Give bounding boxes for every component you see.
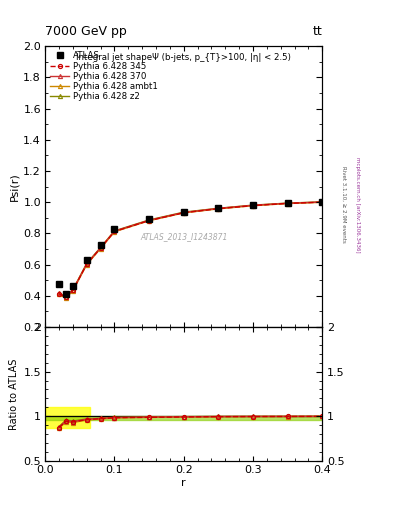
- Pythia 6.428 345: [98, 245, 103, 251]
- Pythia 6.428 z2: [112, 228, 117, 234]
- Pythia 6.428 z2: [182, 209, 186, 215]
- Pythia 6.428 370: [64, 294, 68, 300]
- Pythia 6.428 345: [84, 261, 89, 267]
- ATLAS: [71, 283, 75, 289]
- Text: ATLAS_2013_I1243871: ATLAS_2013_I1243871: [140, 232, 228, 242]
- Pythia 6.428 370: [112, 228, 117, 234]
- Text: mcplots.cern.ch [arXiv:1306.3436]: mcplots.cern.ch [arXiv:1306.3436]: [355, 157, 360, 252]
- ATLAS: [182, 208, 186, 215]
- ATLAS: [57, 281, 61, 287]
- Line: Pythia 6.428 ambt1: Pythia 6.428 ambt1: [57, 200, 324, 300]
- Pythia 6.428 345: [112, 228, 117, 234]
- Pythia 6.428 345: [285, 200, 290, 206]
- Pythia 6.428 z2: [57, 290, 61, 296]
- Pythia 6.428 370: [147, 217, 151, 223]
- Pythia 6.428 z2: [147, 217, 151, 223]
- ATLAS: [64, 291, 68, 297]
- ATLAS: [285, 200, 290, 206]
- X-axis label: r: r: [182, 478, 186, 488]
- Pythia 6.428 345: [216, 206, 221, 212]
- Pythia 6.428 345: [64, 294, 68, 301]
- Text: Integral jet shapeΨ (b-jets, p_{T}>100, |η| < 2.5): Integral jet shapeΨ (b-jets, p_{T}>100, …: [76, 53, 291, 62]
- Pythia 6.428 345: [320, 199, 325, 205]
- Line: ATLAS: ATLAS: [56, 199, 325, 297]
- Pythia 6.428 345: [182, 210, 186, 216]
- Y-axis label: Ratio to ATLAS: Ratio to ATLAS: [9, 358, 19, 430]
- ATLAS: [84, 258, 89, 264]
- Pythia 6.428 ambt1: [112, 229, 117, 235]
- Line: Pythia 6.428 z2: Pythia 6.428 z2: [57, 200, 324, 298]
- Legend: ATLAS, Pythia 6.428 345, Pythia 6.428 370, Pythia 6.428 ambt1, Pythia 6.428 z2: ATLAS, Pythia 6.428 345, Pythia 6.428 37…: [49, 50, 159, 103]
- Pythia 6.428 370: [84, 261, 89, 267]
- Pythia 6.428 ambt1: [64, 295, 68, 301]
- Text: tt: tt: [312, 26, 322, 38]
- Line: Pythia 6.428 370: Pythia 6.428 370: [57, 200, 324, 299]
- Pythia 6.428 z2: [251, 202, 255, 208]
- Pythia 6.428 ambt1: [285, 201, 290, 207]
- Pythia 6.428 ambt1: [57, 291, 61, 297]
- Line: Pythia 6.428 345: Pythia 6.428 345: [57, 200, 324, 300]
- Pythia 6.428 370: [251, 202, 255, 208]
- Pythia 6.428 z2: [320, 199, 325, 205]
- Pythia 6.428 ambt1: [84, 262, 89, 268]
- Pythia 6.428 345: [71, 287, 75, 293]
- Pythia 6.428 370: [182, 209, 186, 216]
- Y-axis label: Psi(r): Psi(r): [9, 172, 19, 201]
- Text: 7000 GeV pp: 7000 GeV pp: [45, 26, 127, 38]
- Pythia 6.428 345: [147, 218, 151, 224]
- Text: Rivet 3.1.10, ≥ 2.9M events: Rivet 3.1.10, ≥ 2.9M events: [342, 166, 346, 243]
- Pythia 6.428 ambt1: [251, 203, 255, 209]
- ATLAS: [251, 202, 255, 208]
- Pythia 6.428 z2: [71, 287, 75, 293]
- Bar: [45, 416, 322, 420]
- Pythia 6.428 ambt1: [98, 245, 103, 251]
- ATLAS: [216, 205, 221, 211]
- Bar: [45, 407, 90, 428]
- Pythia 6.428 z2: [285, 200, 290, 206]
- Pythia 6.428 345: [57, 291, 61, 297]
- Pythia 6.428 345: [251, 203, 255, 209]
- ATLAS: [112, 226, 117, 232]
- Pythia 6.428 z2: [64, 293, 68, 300]
- Pythia 6.428 ambt1: [320, 199, 325, 205]
- Pythia 6.428 ambt1: [147, 218, 151, 224]
- ATLAS: [320, 199, 325, 205]
- Pythia 6.428 ambt1: [71, 288, 75, 294]
- Pythia 6.428 z2: [98, 244, 103, 250]
- Pythia 6.428 370: [320, 199, 325, 205]
- Pythia 6.428 370: [98, 245, 103, 251]
- Pythia 6.428 370: [71, 287, 75, 293]
- Pythia 6.428 ambt1: [182, 210, 186, 216]
- ATLAS: [98, 242, 103, 248]
- ATLAS: [147, 216, 151, 222]
- Pythia 6.428 370: [285, 200, 290, 206]
- Pythia 6.428 370: [216, 205, 221, 211]
- Pythia 6.428 z2: [216, 205, 221, 211]
- Pythia 6.428 z2: [84, 260, 89, 266]
- Pythia 6.428 370: [57, 290, 61, 296]
- Pythia 6.428 ambt1: [216, 206, 221, 212]
